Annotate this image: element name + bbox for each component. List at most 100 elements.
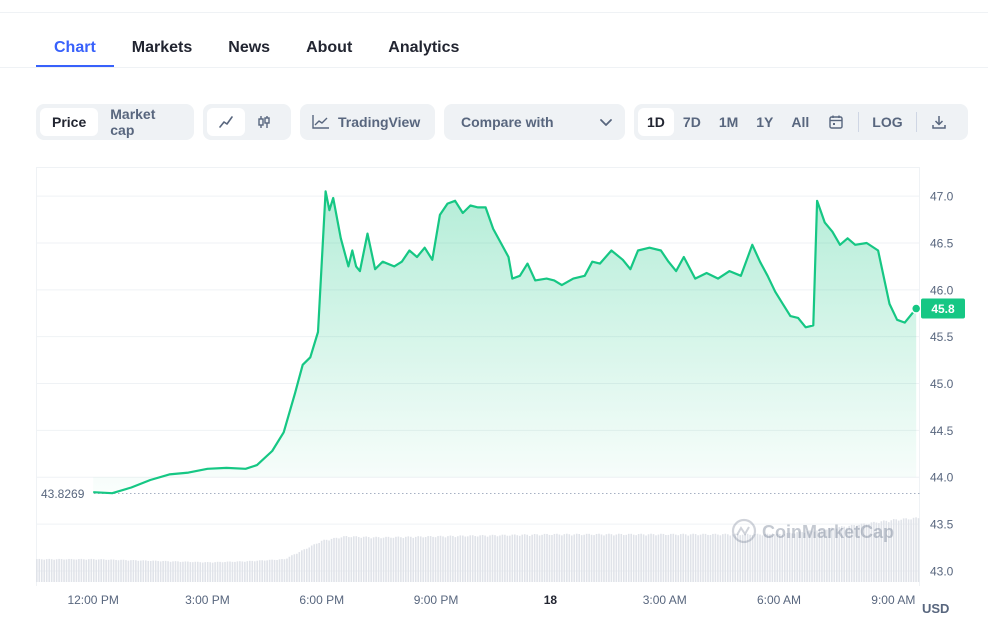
current-price-label: 45.8 <box>931 302 955 316</box>
volume-bar <box>226 561 229 582</box>
volume-bar <box>788 532 791 582</box>
volume-bar <box>281 559 283 582</box>
volume-bar <box>80 558 83 582</box>
volume-bar <box>476 536 479 582</box>
volume-bar <box>697 535 699 582</box>
volume-bar <box>209 562 211 582</box>
volume-bar <box>615 534 618 582</box>
volume-bar <box>345 536 348 582</box>
volume-bar <box>677 535 680 582</box>
volume-bar <box>489 535 491 582</box>
line-chart-button[interactable] <box>207 108 245 136</box>
volume-bar <box>320 540 323 582</box>
volume-bar <box>409 536 412 582</box>
volume-bar <box>246 561 249 582</box>
range-1y-button[interactable]: 1Y <box>756 114 774 130</box>
volume-bar <box>459 535 462 582</box>
volume-bar <box>348 537 350 582</box>
tab-news[interactable]: News <box>228 39 271 56</box>
volume-bar <box>60 559 63 582</box>
tab-bar: Chart Markets News About Analytics <box>36 30 495 68</box>
volume-bar <box>912 517 915 582</box>
volume-bar <box>211 562 214 582</box>
volume-bar <box>187 561 189 582</box>
volume-bar <box>120 559 122 582</box>
volume-bar <box>546 533 548 582</box>
tab-markets[interactable]: Markets <box>131 39 193 56</box>
toolbar-separator <box>858 112 860 132</box>
volume-bar <box>328 540 330 582</box>
volume-bar <box>68 558 70 582</box>
tab-analytics[interactable]: Analytics <box>388 39 460 56</box>
volume-bar <box>194 561 197 582</box>
volume-bar <box>563 534 566 582</box>
volume-bar <box>266 560 268 582</box>
download-button[interactable] <box>921 108 957 136</box>
volume-bar <box>343 536 345 582</box>
volume-bar <box>588 533 590 582</box>
volume-bar <box>432 536 434 582</box>
tab-about[interactable]: About <box>306 39 353 56</box>
market-cap-button[interactable]: Market cap <box>110 106 156 138</box>
range-all-button[interactable]: All <box>791 114 810 130</box>
volume-bar <box>219 561 221 582</box>
volume-bar <box>855 526 858 582</box>
tab-chart[interactable]: Chart <box>36 30 114 67</box>
volume-bar <box>127 560 130 582</box>
watermark-logo-icon <box>731 518 757 544</box>
volume-bar <box>511 534 514 582</box>
volume-bar <box>417 536 420 582</box>
volume-bar <box>387 536 390 582</box>
price-button[interactable]: Price <box>40 108 99 136</box>
volume-bar <box>392 537 395 582</box>
volume-bar <box>593 535 595 582</box>
volume-bar <box>707 534 709 582</box>
candlestick-button[interactable] <box>245 108 283 136</box>
volume-bar <box>910 519 912 582</box>
calendar-button[interactable] <box>818 108 854 136</box>
volume-bar <box>865 524 868 582</box>
volume-bar <box>95 559 98 582</box>
volume-bar <box>826 529 828 582</box>
volume-bar <box>338 538 340 582</box>
volume-bar <box>256 560 259 582</box>
volume-bar <box>102 559 105 582</box>
tradingview-button[interactable]: TradingView <box>304 108 428 136</box>
range-7d-button[interactable]: 7D <box>682 114 701 130</box>
volume-bar <box>375 536 377 582</box>
log-scale-button[interactable]: LOG <box>872 114 903 130</box>
volume-bar <box>144 560 147 582</box>
volume-bar <box>642 534 645 582</box>
range-1m-button[interactable]: 1M <box>718 114 739 130</box>
volume-bar <box>36 559 38 582</box>
volume-bar <box>518 535 521 582</box>
volume-bar <box>746 533 749 582</box>
volume-bar <box>694 534 697 582</box>
volume-bar <box>514 534 516 582</box>
volume-bar <box>291 555 293 582</box>
volume-bar <box>580 535 583 582</box>
volume-bar <box>590 534 593 582</box>
volume-bar <box>885 520 888 582</box>
volume-bar <box>568 534 571 582</box>
current-price-dot <box>910 303 922 314</box>
volume-bar <box>538 535 541 582</box>
tradingview-button-wrap: TradingView <box>300 104 435 140</box>
volume-bar <box>323 539 325 582</box>
y-tick-label: 43.5 <box>930 518 954 532</box>
volume-bar <box>833 528 836 582</box>
volume-bar <box>229 561 231 582</box>
volume-bar <box>712 533 714 582</box>
volume-bar <box>318 542 320 582</box>
range-1d-button[interactable]: 1D <box>638 108 674 136</box>
toolbar-separator <box>915 112 917 132</box>
volume-bar <box>333 537 335 582</box>
volume-bar <box>276 559 278 582</box>
volume-bar <box>313 544 315 582</box>
volume-bar <box>83 559 85 582</box>
volume-bar <box>734 533 737 582</box>
volume-bar <box>801 532 803 582</box>
compare-with-dropdown[interactable]: Compare with <box>444 104 625 140</box>
volume-bar <box>657 534 660 582</box>
